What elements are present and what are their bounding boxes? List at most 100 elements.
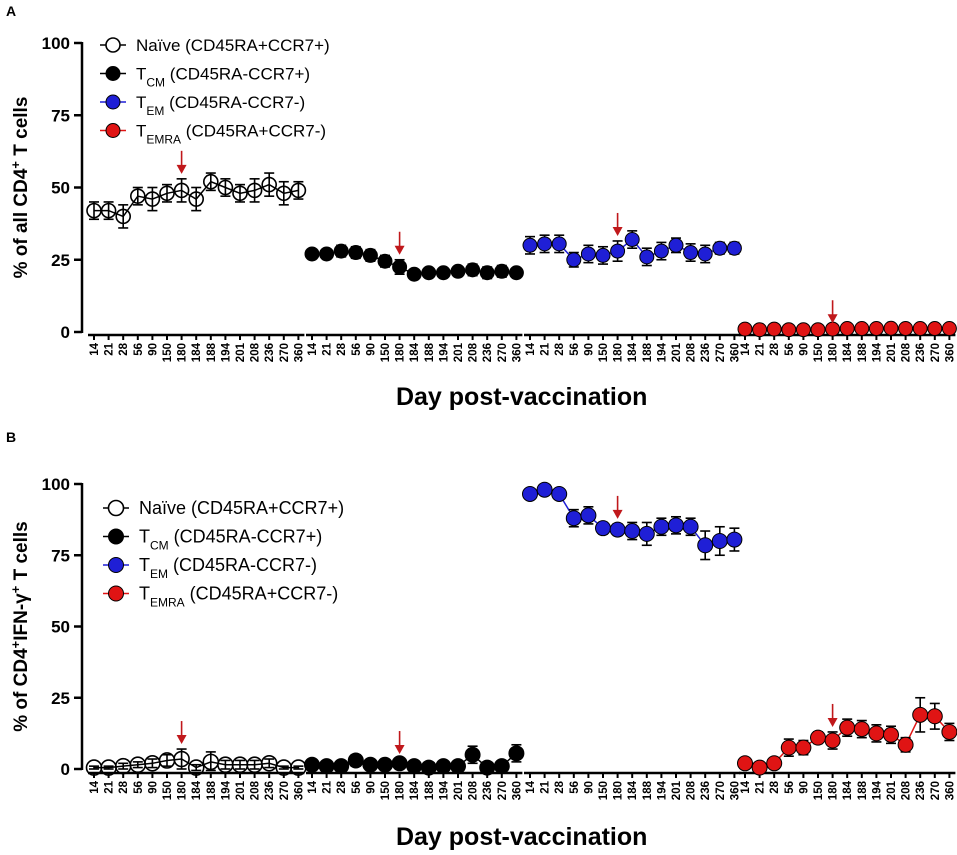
series-1 (86, 150, 307, 229)
data-point (159, 185, 175, 202)
legend-sub: CM (146, 76, 165, 90)
x-tick-label: 21 (322, 342, 334, 355)
data-point (217, 179, 234, 196)
legend-label: Naïve (CD45RA+CCR7+) (139, 498, 344, 518)
legend: Naïve (CD45RA+CCR7+)TCM (CD45RA-CCR7+)TE… (100, 36, 330, 147)
x-tick-label: 201 (235, 780, 247, 800)
x-tick-label: 270 (279, 343, 291, 362)
y-tick-label: 25 (51, 251, 70, 270)
x-tick-label: 150 (813, 343, 825, 362)
x-tick-label: 208 (686, 342, 698, 362)
data-point (668, 237, 684, 253)
x-tick-label: 28 (336, 780, 348, 793)
x-tick-label: 201 (671, 342, 683, 362)
x-tick-label: 194 (871, 342, 883, 362)
data-point (624, 523, 641, 540)
data-point (508, 265, 524, 281)
x-tick-label: 188 (206, 780, 218, 800)
data-point (479, 759, 496, 776)
y-tick-label: 0 (61, 323, 70, 342)
data-point (377, 756, 393, 773)
x-tick-label: 56 (133, 781, 145, 794)
x-tick-label: 270 (930, 781, 942, 800)
y-label-suffix: T cells (11, 97, 32, 161)
y-tick-label: 75 (51, 546, 70, 565)
data-point (941, 723, 957, 740)
arrow-head (394, 245, 405, 255)
x-tick-label: 194 (438, 342, 450, 362)
legend-desc: (CD45RA-CCR7+) (169, 527, 323, 547)
data-point (129, 756, 147, 774)
x-tick-label: 201 (886, 780, 898, 800)
x-tick-label: 90 (147, 343, 159, 356)
legend-base: T (136, 93, 146, 112)
data-point (202, 753, 220, 771)
x-tick-label: 14 (89, 342, 101, 355)
x-tick-label: 56 (784, 781, 796, 794)
data-point (246, 756, 263, 774)
x-tick-label: 360 (293, 343, 305, 362)
y-tick-label: 50 (51, 179, 70, 198)
legend-marker (105, 94, 121, 110)
y-label-text: % of all CD4 (11, 168, 32, 278)
legend-base: Naïve (136, 36, 180, 55)
y-label-mid: IFN-γ (11, 593, 32, 641)
y-label-suffix: T cells (11, 521, 32, 585)
arrow-head (612, 226, 623, 236)
data-point (187, 759, 205, 776)
x-tick-label: 150 (162, 343, 174, 362)
x-tick-label: 188 (642, 342, 654, 362)
legend-sub: CM (150, 539, 169, 553)
data-point (795, 322, 811, 338)
x-tick-label: 188 (857, 342, 869, 362)
legend-desc: (CD45RA+CCR7+) (186, 498, 344, 518)
data-point (766, 755, 783, 772)
legend-base: T (139, 555, 150, 575)
x-tick-label: 184 (842, 780, 854, 800)
x-tick-label: 194 (871, 780, 883, 800)
legend-marker (108, 557, 124, 573)
x-tick-label: 28 (118, 780, 130, 793)
x-tick-label: 236 (264, 781, 276, 800)
data-point (795, 739, 812, 756)
x-tick-label: 208 (686, 780, 698, 800)
data-point (711, 533, 728, 549)
data-point (435, 758, 452, 775)
panel-label: B (6, 429, 16, 445)
data-point (188, 191, 204, 207)
data-point (290, 182, 307, 199)
data-point (479, 265, 495, 281)
x-tick-label: 28 (554, 780, 566, 793)
data-point (595, 247, 611, 263)
x-tick-label: 184 (191, 780, 203, 800)
x-tick-label: 56 (133, 343, 145, 356)
data-point (158, 752, 176, 769)
data-point (697, 537, 714, 554)
x-axis-label: Day post-vaccination (396, 823, 647, 851)
x-tick-label: 14 (525, 342, 537, 355)
data-point (275, 185, 292, 202)
x-tick-label: 28 (554, 342, 566, 355)
y-label-sup2: + (8, 585, 23, 593)
data-point (810, 322, 826, 338)
data-point (420, 759, 437, 776)
legend-desc: (CD45RA+CCR7-) (181, 122, 326, 141)
x-tick-label: 208 (901, 780, 913, 800)
x-tick-label: 208 (250, 342, 262, 362)
arrow-head (176, 735, 187, 745)
x-tick-label: 360 (729, 781, 741, 800)
x-tick-label: 90 (365, 781, 377, 794)
legend-label: TEMRA (CD45RA+CCR7-) (139, 584, 338, 610)
data-point (638, 525, 655, 542)
data-point (392, 259, 408, 275)
data-point (912, 321, 928, 337)
x-tick-label: 21 (540, 342, 552, 355)
data-point (810, 729, 826, 746)
x-tick-label: 201 (453, 342, 465, 362)
x-tick-label: 360 (944, 781, 956, 800)
x-tick-label: 21 (104, 342, 116, 355)
y-tick-label: 100 (42, 34, 70, 53)
